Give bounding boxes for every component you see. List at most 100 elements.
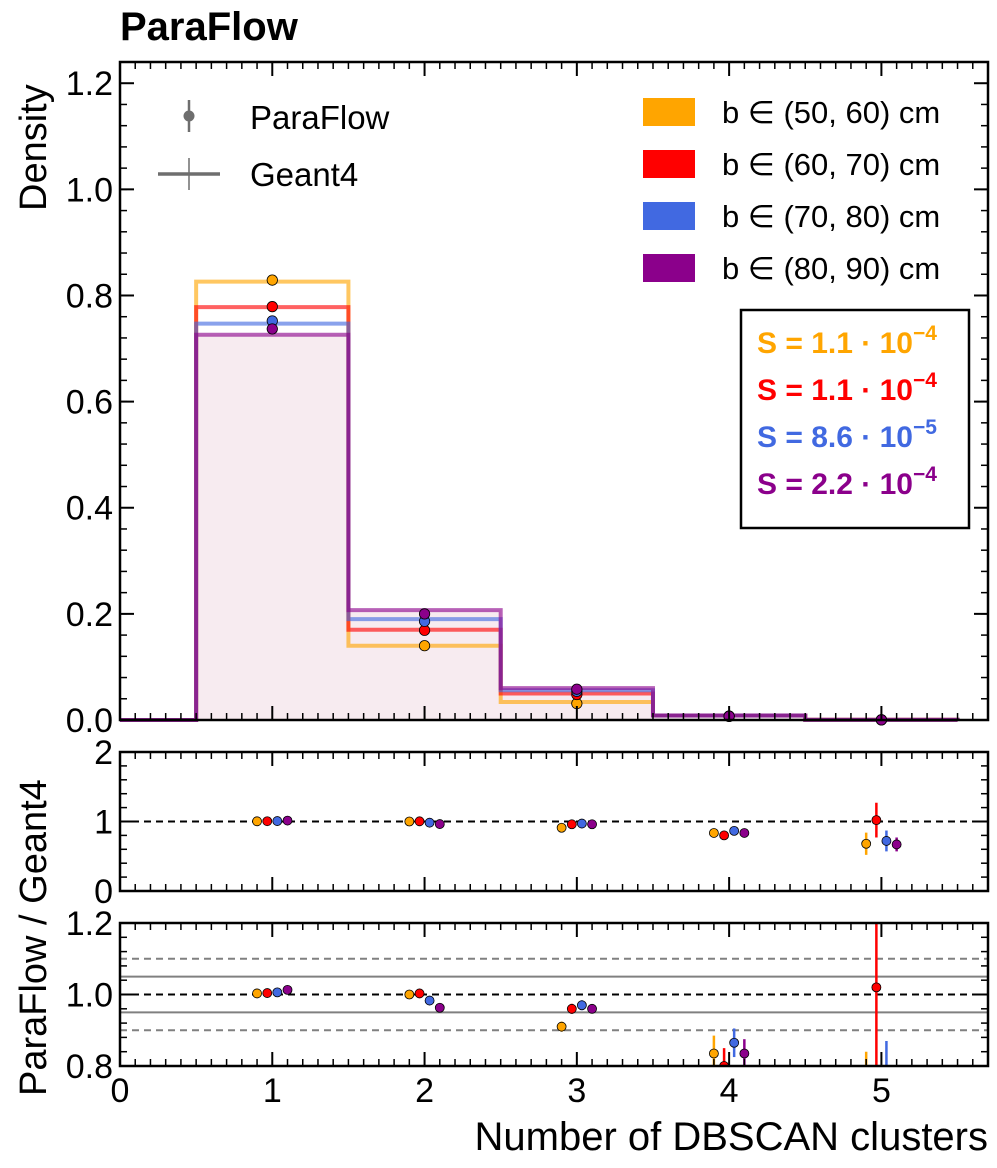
ratio-full-panel: 0 1 2 (94, 734, 990, 911)
figure-title: ParaFlow (120, 5, 299, 49)
ratio-zoom-point-0 (862, 1104, 871, 1113)
ratio-zoom-point-0 (708, 1048, 719, 1059)
range-legend-label-3: b ∈ (80, 90) cm (722, 251, 940, 286)
main-frame (118, 60, 990, 722)
score-mantissa: 1.1 (811, 327, 853, 360)
ratio-full-point-0 (404, 816, 415, 827)
ratio-full-point-2 (729, 825, 740, 836)
range-legend-swatch-1 (643, 150, 695, 178)
ratio-full-point-1 (719, 830, 729, 841)
ratio-zoom-point-1 (566, 1003, 577, 1014)
score-box: S = 1.1 · 10−4S = 1.1 · 10−4S = 8.6 · 10… (739, 308, 971, 530)
main-plot-panel: 0.0 0.2 0.4 0.6 0.8 1.0 1.2 (66, 60, 990, 740)
ratio-full-point-2 (272, 816, 283, 826)
x-tick-label: 2 (415, 1072, 434, 1110)
ratio-zoom-point-2 (729, 1037, 740, 1048)
ratio-zoom-point-2 (576, 1000, 587, 1011)
paraflow-point-3 (418, 608, 431, 620)
ratio-full-point-0 (556, 822, 567, 833)
ratio-full-y-tick-label: 2 (94, 734, 113, 772)
histogram-fill (196, 334, 958, 720)
ratio-full-point-2 (881, 836, 892, 846)
score-mantissa: 1.1 (811, 374, 853, 407)
score-base: 10 (880, 327, 913, 360)
ratio-zoom-point-0 (556, 1021, 567, 1032)
score-prefix: S = (757, 327, 811, 360)
ratio-zoom-point-3 (282, 984, 293, 995)
ratio-zoom-point-3 (434, 1002, 445, 1013)
score-prefix: S = (757, 468, 811, 501)
ratio-zoom-y-tick-label: 0.8 (66, 1048, 113, 1086)
x-tick-label: 5 (872, 1072, 891, 1110)
main-y-tick-label: 0.4 (66, 490, 113, 528)
ratio-zoom-point-1 (871, 982, 882, 993)
ratio-full-y-tick-label: 1 (94, 804, 113, 842)
score-dot: · (853, 468, 880, 501)
score-line-3: S = 2.2 · 10−4 (757, 463, 937, 501)
paraflow-point-3 (571, 683, 583, 695)
ratio-zoom-y-tick-label: 1.0 (66, 977, 113, 1015)
x-tick-label: 0 (111, 1072, 130, 1110)
paraflow-point-0 (266, 274, 278, 286)
ratio-zoom-point-0 (404, 989, 415, 1000)
score-dot: · (853, 374, 880, 407)
x-tick-label: 4 (720, 1072, 739, 1110)
score-dot: · (853, 421, 880, 454)
score-exponent: −4 (913, 369, 937, 392)
main-y-tick-label: 0.6 (66, 384, 113, 422)
ratio-zoom-point-2 (424, 995, 435, 1006)
x-axis-label: Number of DBSCAN clusters (475, 1115, 988, 1159)
range-legend-label-1: b ∈ (60, 70) cm (722, 147, 940, 182)
main-y-tick-label: 0.2 (66, 596, 113, 634)
ratio-full-point-0 (708, 828, 719, 838)
ratio-full-point-3 (739, 828, 750, 838)
range-legend: b ∈ (50, 60) cm b ∈ (60, 70) cm b ∈ (70, 8… (643, 95, 940, 286)
main-y-tick-label: 0.8 (66, 277, 113, 315)
score-dot: · (853, 327, 880, 360)
score-line-1: S = 1.1 · 10−4 (757, 369, 937, 407)
range-legend-swatch-3 (643, 254, 695, 282)
range-legend-label-0: b ∈ (50, 60) cm (722, 95, 940, 130)
ratio-full-y-tick-label: 0 (94, 873, 113, 911)
ratio-full-point-1 (566, 819, 577, 830)
ratio-full-point-3 (891, 839, 902, 850)
score-base: 10 (880, 421, 913, 454)
x-tick-label: 1 (263, 1072, 282, 1110)
range-legend-label-2: b ∈ (70, 80) cm (722, 199, 940, 234)
ratio-zoom-panel: 0.8 1.0 1.2 0 1 2 3 4 5 (66, 905, 990, 1113)
ratio-zoom-point-1 (414, 988, 425, 999)
main-y-tick-label: 1.0 (66, 171, 113, 209)
score-exponent: −4 (913, 463, 937, 486)
ratio-full-point-3 (282, 815, 293, 826)
score-base: 10 (880, 468, 913, 501)
ratio-zoom-point-3 (739, 1048, 750, 1059)
score-exponent: −5 (913, 416, 937, 439)
paraflow-point-1 (266, 301, 278, 313)
score-mantissa: 2.2 (811, 468, 853, 501)
score-mantissa: 8.6 (811, 421, 853, 454)
ratio-full-point-3 (587, 819, 597, 830)
ratio-full-point-0 (252, 816, 262, 827)
ratio-zoom-point-3 (587, 1003, 597, 1014)
paraflow-legend-marker (183, 100, 195, 132)
geant4-legend-label: Geant4 (250, 156, 358, 193)
ratio-full-point-2 (576, 818, 587, 829)
range-legend-swatch-2 (643, 202, 695, 230)
x-tick-label: 3 (567, 1072, 586, 1110)
main-y-axis-label: Density (13, 84, 55, 211)
score-exponent: −4 (913, 322, 937, 345)
range-legend-swatch-0 (643, 98, 695, 126)
ratio-zoom-data (252, 923, 888, 1113)
ratio-full-point-2 (424, 817, 435, 828)
ratio-full-point-1 (414, 816, 425, 827)
ratio-full-point-1 (871, 815, 882, 826)
ratio-zoom-y-tick-label: 1.2 (66, 905, 113, 943)
geant4-legend-marker (158, 158, 220, 190)
main-y-tick-label: 0.0 (66, 702, 113, 740)
paraflow-legend-label: ParaFlow (250, 99, 390, 136)
ratio-zoom-point-2 (272, 987, 283, 998)
paraflow-point-0 (418, 640, 431, 652)
ratio-full-point-0 (861, 838, 872, 849)
ratio-zoom-point-1 (262, 988, 273, 998)
